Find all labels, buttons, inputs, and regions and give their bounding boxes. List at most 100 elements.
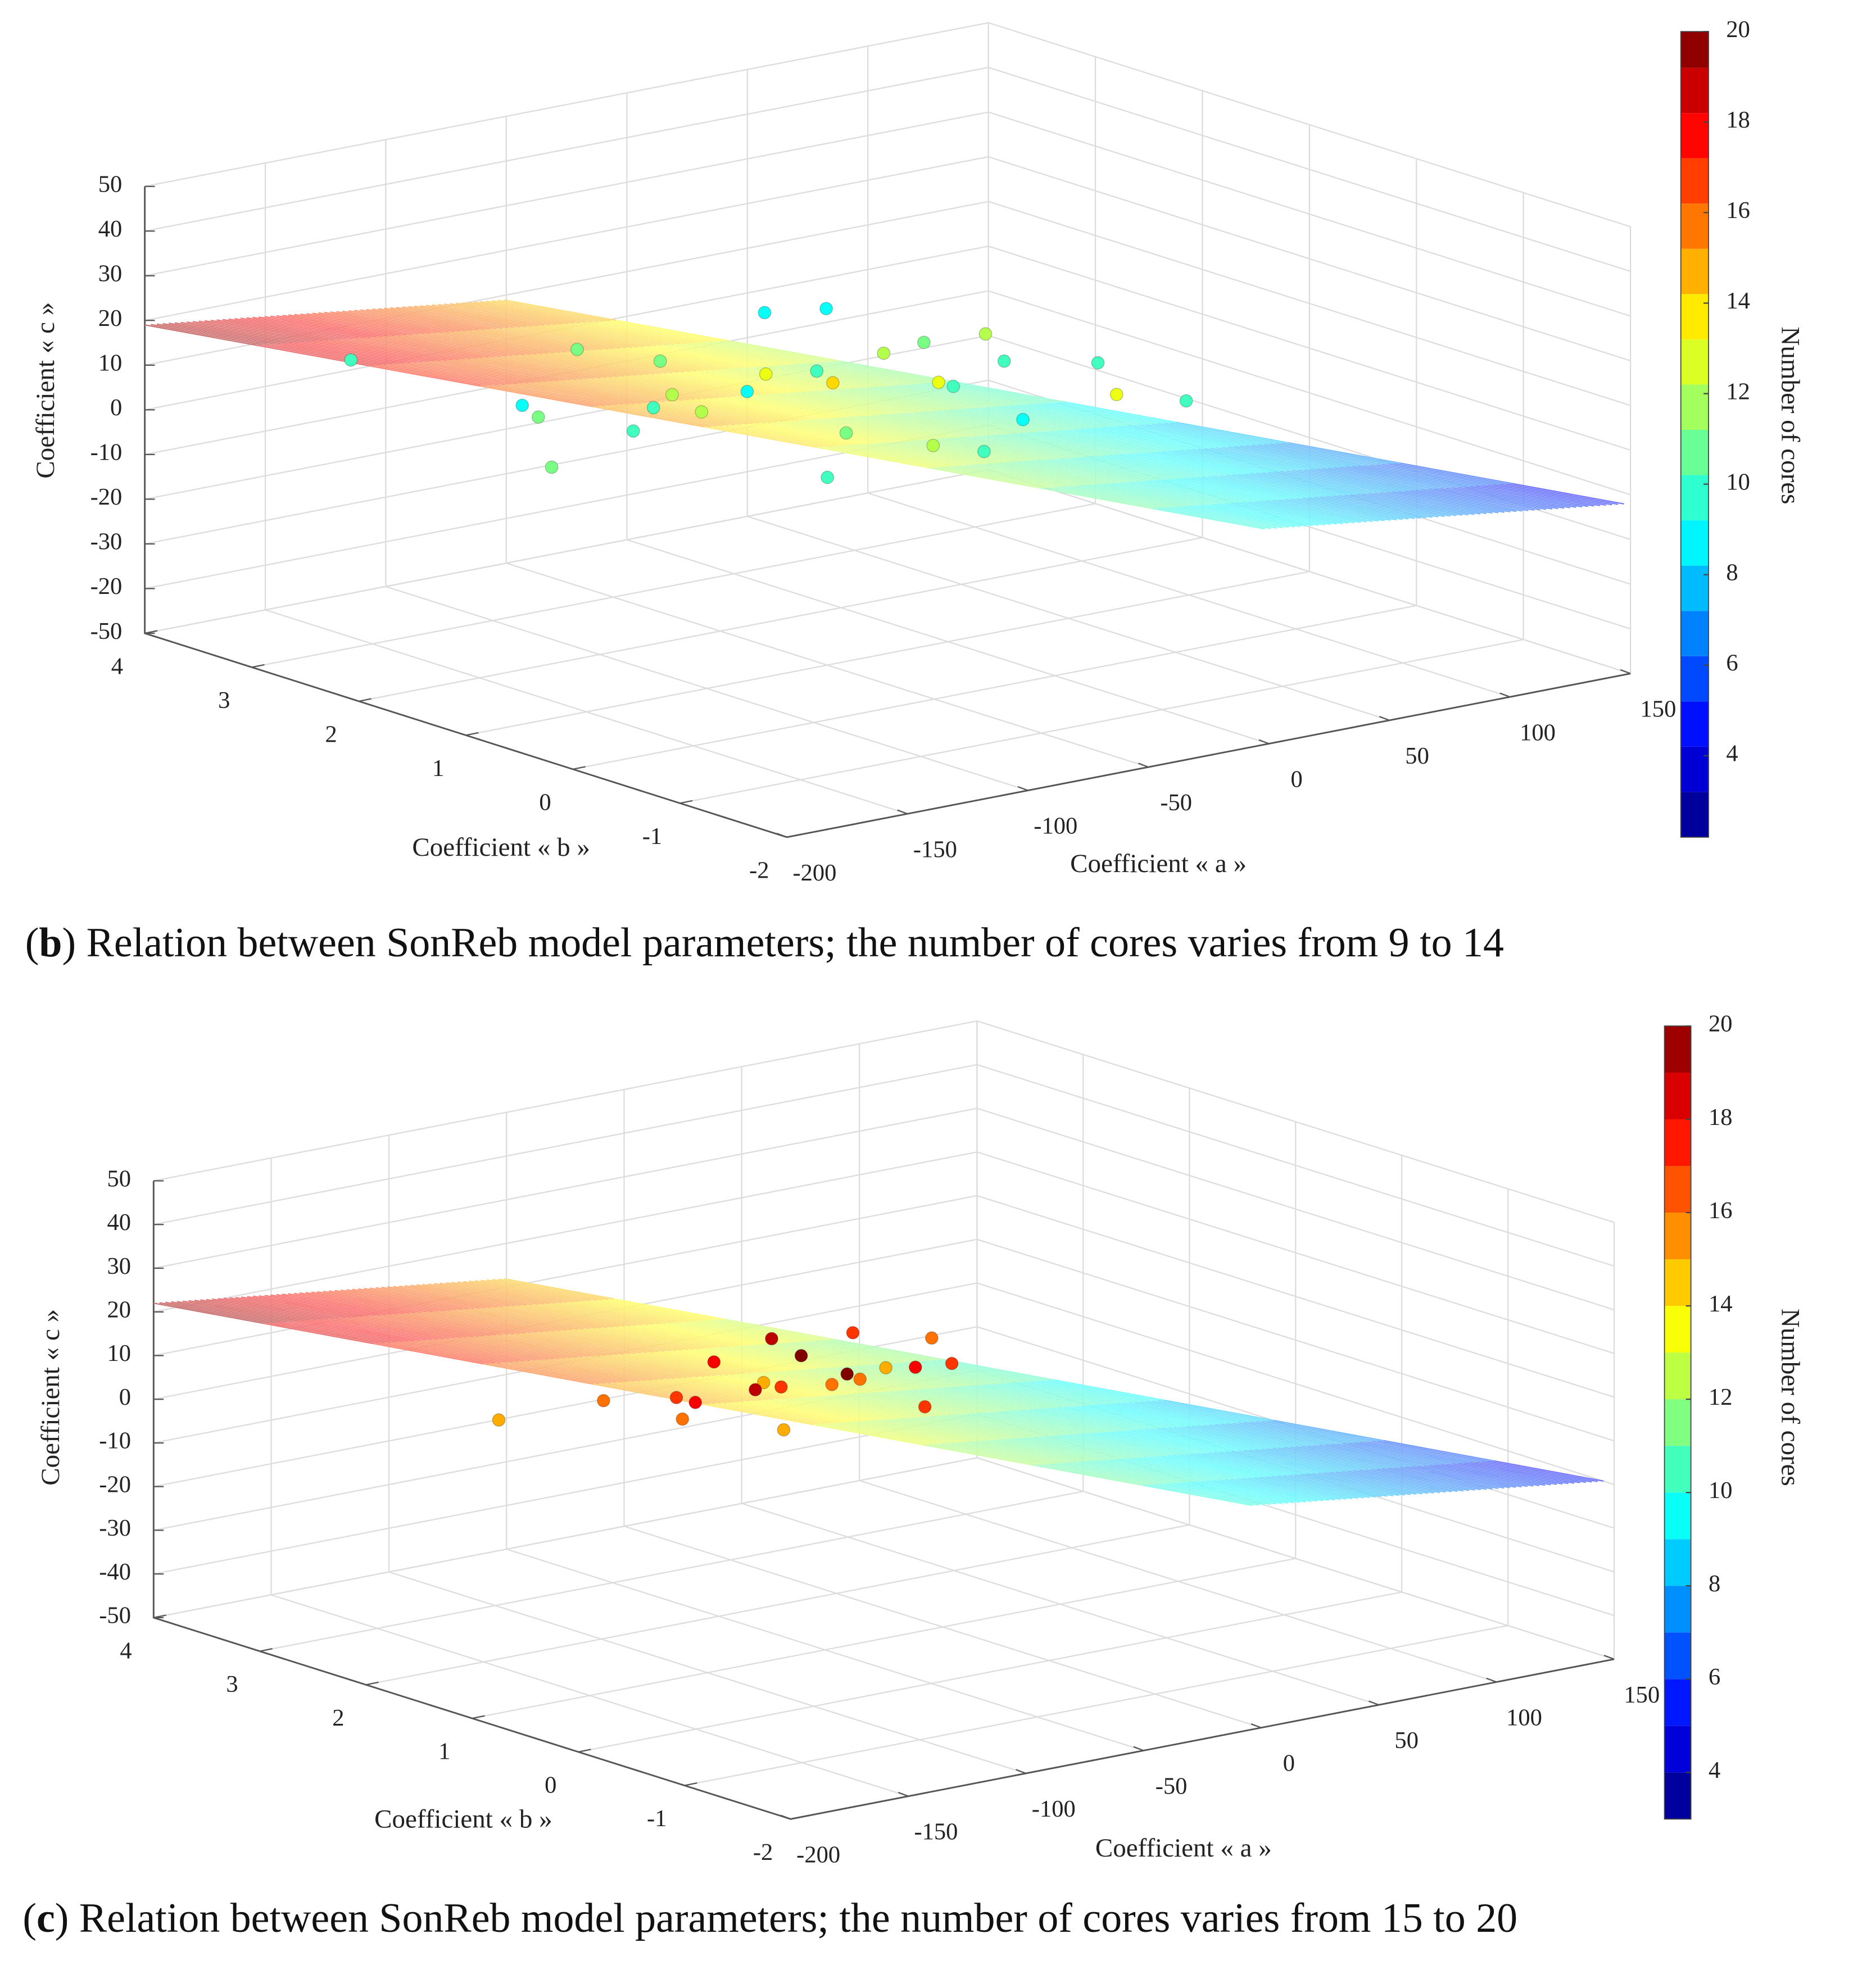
surface-line xyxy=(830,1422,941,1445)
data-point xyxy=(853,1372,867,1386)
surface-line xyxy=(816,1340,927,1362)
surface-line xyxy=(661,344,774,366)
surface-line xyxy=(263,1323,374,1345)
surface-line xyxy=(565,1357,676,1379)
colorbar-band xyxy=(1680,792,1709,837)
surface-line xyxy=(1016,405,1129,426)
colorbar-band xyxy=(1664,1772,1691,1819)
surface-line xyxy=(786,364,899,386)
surface-line xyxy=(525,326,638,348)
surface-line xyxy=(813,1424,923,1446)
colorbar-tick-label: 18 xyxy=(1709,1104,1733,1131)
x-tick xyxy=(1016,1769,1026,1774)
data-point xyxy=(665,388,679,402)
surface-line xyxy=(1265,1476,1376,1498)
surface-line xyxy=(1068,429,1181,451)
y-tick-label: 0 xyxy=(545,1772,556,1798)
surface-line xyxy=(767,1399,878,1421)
surface-line xyxy=(1058,1406,1169,1428)
y-axis-label: Coefficient « b » xyxy=(412,833,590,862)
surface-line xyxy=(1126,1458,1237,1479)
surface-line xyxy=(826,1395,936,1417)
surface-line xyxy=(339,1317,450,1339)
surface-line xyxy=(614,348,727,370)
surface-line xyxy=(1143,1485,1253,1506)
surface-line xyxy=(229,1297,340,1319)
y-tick-label: 3 xyxy=(226,1671,238,1697)
grid-line xyxy=(153,1020,1615,1223)
grid-line xyxy=(153,1064,1615,1267)
surface-line xyxy=(1371,1468,1481,1491)
surface-line xyxy=(555,1302,666,1324)
surface-line xyxy=(288,1293,398,1315)
surface-line xyxy=(926,1360,1037,1382)
surface-line xyxy=(234,318,347,340)
surface-line xyxy=(1166,1483,1277,1505)
surface-line xyxy=(750,1400,860,1422)
surface-line xyxy=(536,353,649,375)
data-point xyxy=(570,342,584,356)
surface-line xyxy=(1458,1463,1569,1485)
surface-line xyxy=(469,1281,579,1302)
colorbar-band xyxy=(1680,294,1709,339)
surface-line xyxy=(1146,1400,1257,1423)
surface-line xyxy=(1040,403,1153,425)
surface-line xyxy=(901,1390,1012,1411)
surface-line xyxy=(1097,1460,1208,1482)
surface-line xyxy=(1148,1484,1259,1506)
z-tick-label: -50 xyxy=(90,618,123,644)
surface-line xyxy=(541,1359,652,1381)
surface-line xyxy=(543,324,656,347)
colorbar-band xyxy=(1680,113,1709,158)
surface-line xyxy=(1197,1453,1307,1475)
data-point xyxy=(1016,412,1030,426)
surface-line xyxy=(923,1444,1034,1466)
surface-line xyxy=(558,380,671,402)
surface-line xyxy=(442,332,555,353)
surface-line xyxy=(822,446,935,468)
surface-line xyxy=(935,1443,1045,1465)
surface-line xyxy=(507,1333,618,1355)
surface-line xyxy=(434,360,547,383)
surface-line xyxy=(1308,497,1421,519)
surface-line xyxy=(1153,507,1265,530)
surface-line xyxy=(561,323,674,346)
surface-line xyxy=(948,1386,1059,1408)
data-point xyxy=(1109,388,1123,401)
surface-line xyxy=(618,376,731,398)
colorbar-band xyxy=(1680,656,1709,702)
surface-line xyxy=(398,363,511,385)
surface-line xyxy=(489,1363,600,1385)
surface-line xyxy=(537,1331,647,1354)
surface-line xyxy=(1116,1431,1226,1453)
surface-line xyxy=(1134,1401,1245,1423)
surface-line xyxy=(512,355,625,377)
x-tick-label: -200 xyxy=(792,860,836,886)
surface-line xyxy=(925,1388,1036,1410)
surface-line xyxy=(790,392,903,414)
surface-line xyxy=(742,395,855,417)
surface-line xyxy=(1320,496,1433,518)
surface-line xyxy=(1145,1428,1256,1450)
surface-line xyxy=(540,381,653,403)
surface-line xyxy=(833,1338,944,1360)
surface-line xyxy=(357,1288,468,1310)
surface-line xyxy=(806,419,919,441)
surface-line xyxy=(572,351,685,373)
surface-line xyxy=(188,1300,299,1322)
data-point xyxy=(545,460,559,474)
surface-line xyxy=(352,338,465,360)
surface-line xyxy=(1180,450,1293,471)
surface-line xyxy=(200,1299,311,1321)
data-point xyxy=(1091,356,1105,370)
surface-line xyxy=(348,310,461,332)
surface-line xyxy=(942,438,1055,460)
surface-line xyxy=(334,1290,445,1311)
surface-line xyxy=(564,379,677,402)
surface-line xyxy=(1256,472,1369,494)
surface-line xyxy=(287,1321,397,1343)
surface-line xyxy=(247,1296,357,1318)
grid-line xyxy=(506,1112,1144,1751)
surface-line xyxy=(258,316,371,338)
surface-line xyxy=(1149,1456,1260,1478)
